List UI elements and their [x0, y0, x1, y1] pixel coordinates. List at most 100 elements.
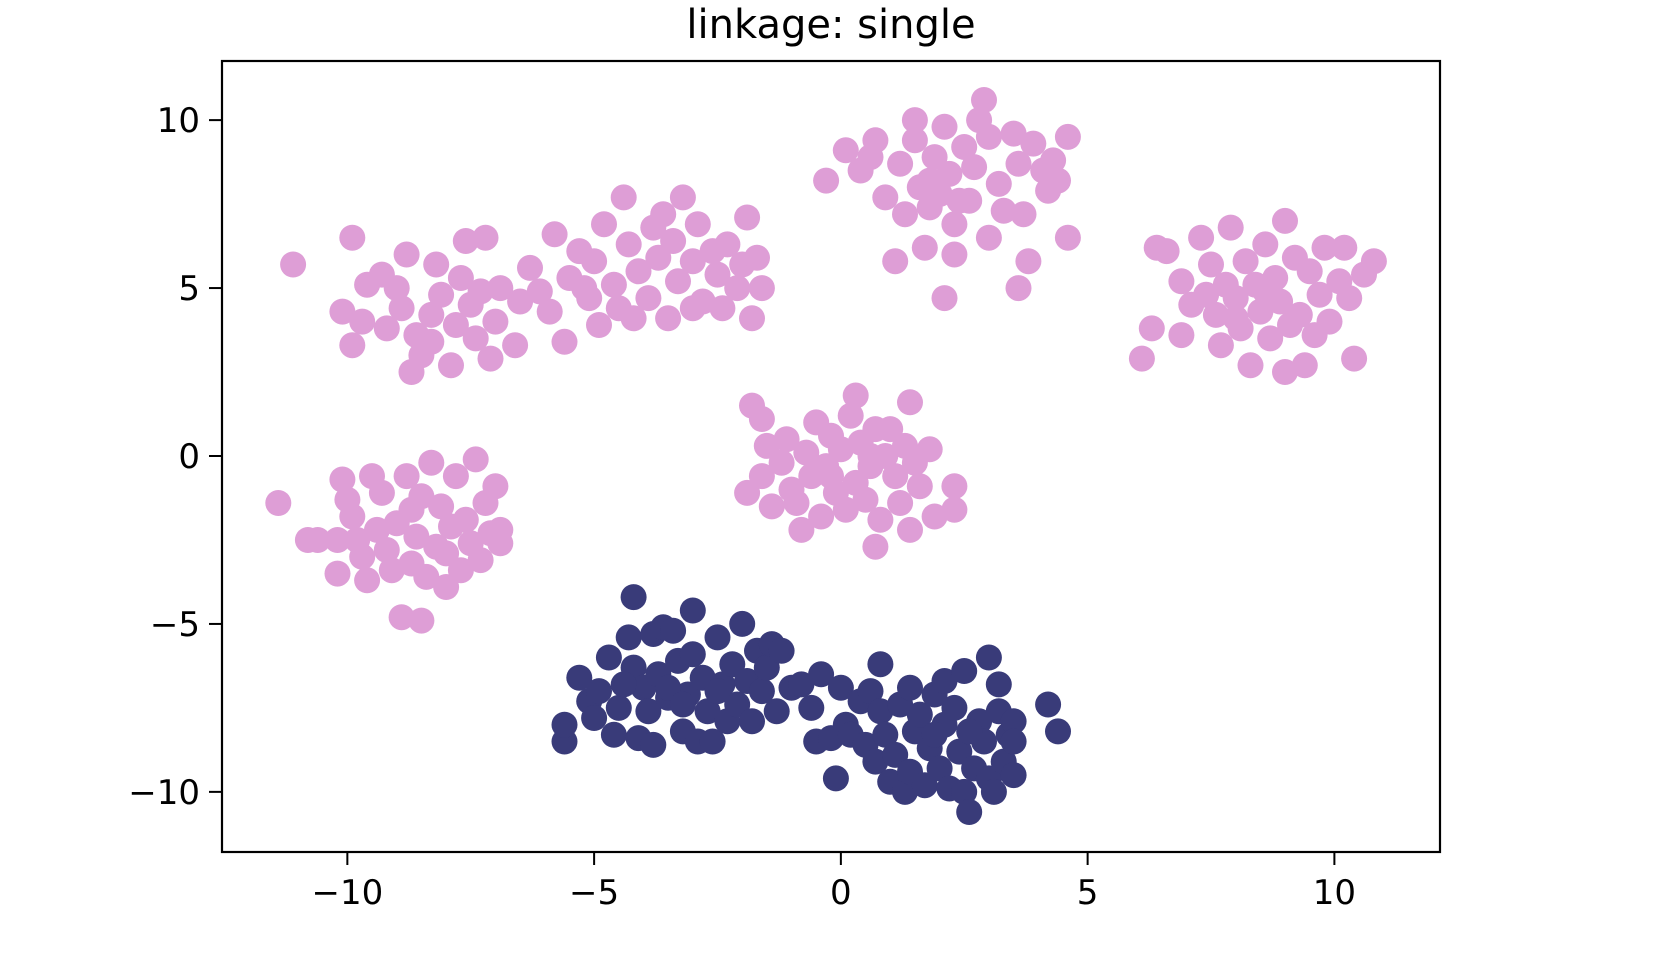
- data-point: [852, 486, 879, 513]
- data-point: [872, 721, 899, 748]
- x-tick-label: 10: [1313, 873, 1356, 913]
- data-point: [1015, 248, 1042, 275]
- data-point: [635, 698, 662, 725]
- data-point: [566, 664, 593, 691]
- data-point: [862, 748, 889, 775]
- data-point: [368, 479, 395, 506]
- y-tick-label: 5: [178, 269, 200, 309]
- data-point: [1054, 224, 1081, 251]
- data-point: [748, 463, 775, 490]
- data-point: [1188, 224, 1215, 251]
- data-point: [739, 305, 765, 332]
- data-point: [502, 332, 529, 359]
- data-point: [956, 718, 983, 745]
- data-point: [1291, 352, 1318, 379]
- data-point: [808, 661, 835, 688]
- data-point: [832, 496, 859, 523]
- data-point: [442, 312, 469, 338]
- data-point: [798, 694, 825, 721]
- data-point: [739, 708, 765, 735]
- data-point: [447, 557, 474, 584]
- data-point: [467, 547, 494, 574]
- data-point: [822, 765, 849, 792]
- data-point: [892, 201, 918, 228]
- data-point: [827, 674, 854, 701]
- data-point: [1000, 762, 1027, 789]
- data-point: [413, 563, 440, 590]
- data-point: [788, 671, 815, 698]
- data-point: [971, 87, 997, 113]
- data-point: [867, 506, 894, 533]
- data-point: [640, 731, 667, 758]
- data-point: [1316, 308, 1343, 335]
- data-point: [1020, 130, 1047, 157]
- data-point: [897, 674, 923, 701]
- data-point: [946, 187, 973, 214]
- data-point: [916, 167, 943, 194]
- data-point: [388, 604, 415, 631]
- data-point: [748, 275, 775, 302]
- data-point: [813, 167, 840, 194]
- data-point: [1331, 234, 1358, 261]
- data-point: [433, 574, 460, 600]
- data-point: [694, 698, 721, 725]
- data-point: [1252, 231, 1279, 258]
- data-point: [788, 516, 815, 543]
- data-point: [1311, 234, 1338, 261]
- data-point: [975, 123, 1002, 150]
- data-point: [1222, 305, 1249, 332]
- data-point: [438, 352, 464, 379]
- data-point: [901, 107, 928, 134]
- data-point: [551, 328, 578, 355]
- y-tick-label: 0: [178, 437, 200, 477]
- data-point: [1252, 278, 1279, 305]
- x-axis: −10 −5 0 5 10: [311, 852, 1356, 913]
- data-point: [591, 211, 617, 238]
- data-point: [892, 778, 918, 805]
- data-point: [615, 624, 642, 651]
- data-point: [931, 113, 958, 140]
- data-point: [442, 463, 469, 490]
- data-point: [734, 479, 761, 506]
- data-point: [857, 443, 884, 469]
- data-point: [679, 597, 706, 624]
- data-point: [882, 248, 909, 275]
- data-point: [526, 278, 553, 305]
- data-point: [403, 322, 430, 349]
- data-point: [911, 234, 938, 261]
- data-points: [265, 87, 1387, 825]
- data-point: [1341, 345, 1368, 372]
- data-point: [862, 533, 889, 560]
- data-point: [595, 644, 622, 671]
- data-point: [517, 254, 543, 281]
- data-point: [1005, 275, 1032, 302]
- data-point: [487, 275, 514, 302]
- data-point: [921, 503, 948, 530]
- data-point: [477, 345, 504, 372]
- data-point: [1054, 123, 1081, 150]
- data-point: [393, 241, 420, 268]
- data-point: [620, 305, 647, 332]
- data-point: [482, 473, 509, 500]
- data-point: [650, 201, 677, 228]
- data-point: [882, 463, 909, 490]
- data-point: [655, 674, 682, 701]
- y-tick-label: −5: [150, 605, 200, 645]
- data-point: [1237, 352, 1264, 379]
- data-point: [1010, 201, 1037, 228]
- data-point: [660, 228, 687, 254]
- data-point: [985, 170, 1012, 197]
- data-point: [753, 432, 780, 459]
- data-point: [645, 244, 672, 271]
- data-point: [842, 382, 869, 409]
- data-point: [1040, 147, 1067, 174]
- data-point: [773, 426, 800, 453]
- x-tick-label: −10: [311, 873, 383, 913]
- data-point: [734, 204, 761, 231]
- data-point: [398, 496, 425, 523]
- data-point: [581, 705, 608, 731]
- data-point: [783, 490, 810, 516]
- data-point: [620, 584, 647, 611]
- data-point: [487, 516, 514, 543]
